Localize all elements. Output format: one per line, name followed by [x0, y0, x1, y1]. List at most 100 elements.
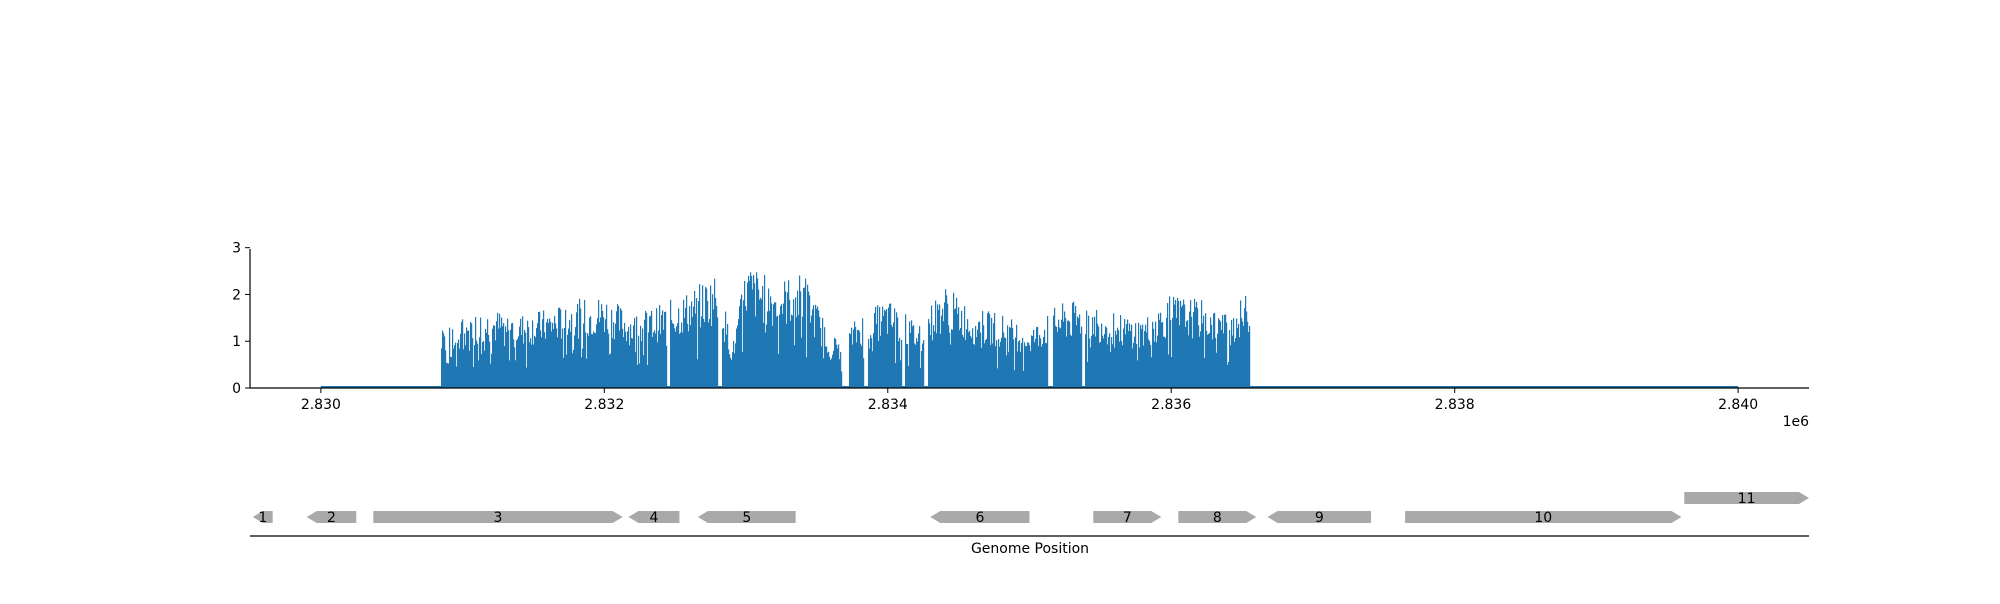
coverage-bar	[1019, 340, 1021, 388]
coverage-bar	[525, 332, 527, 388]
coverage-bar	[752, 289, 754, 388]
coverage-bar	[1069, 321, 1071, 388]
coverage-bar	[852, 344, 854, 388]
coverage-bar	[739, 306, 741, 388]
x-tick-label: 2.830	[301, 397, 341, 413]
coverage-bar	[833, 350, 835, 388]
coverage-bar	[886, 309, 888, 388]
coverage-bar	[487, 319, 489, 388]
coverage-bar	[1198, 325, 1200, 388]
coverage-bar	[1101, 323, 1103, 388]
coverage-bar	[1124, 319, 1126, 388]
coverage-bar	[969, 330, 971, 388]
coverage-bar	[877, 305, 879, 388]
coverage-bar	[915, 344, 917, 388]
coverage-bar	[1131, 324, 1133, 388]
coverage-bar	[1161, 322, 1163, 388]
coverage-bar	[958, 307, 960, 388]
coverage-bar	[870, 335, 872, 388]
coverage-bar	[710, 285, 712, 388]
coverage-bar	[820, 328, 822, 388]
coverage-bar	[920, 368, 922, 388]
coverage-bar	[573, 349, 575, 388]
coverage-bar	[1167, 303, 1169, 388]
coverage-bar	[881, 321, 883, 388]
coverage-bar	[502, 326, 504, 388]
coverage-bar	[857, 329, 859, 388]
coverage-bar	[611, 309, 613, 388]
coverage-bar	[1160, 312, 1162, 388]
coverage-bar	[985, 340, 987, 388]
coverage-bar	[1191, 316, 1193, 388]
coverage-bar	[855, 327, 857, 388]
coverage-bar	[1177, 297, 1179, 388]
coverage-bar	[971, 337, 973, 388]
coverage-bar	[1216, 352, 1218, 388]
gene-arrow	[1684, 492, 1809, 504]
coverage-bar	[591, 334, 593, 388]
coverage-bar	[1072, 303, 1074, 388]
coverage-bar	[767, 311, 769, 388]
x-tick-label: 2.834	[868, 397, 908, 413]
coverage-bar	[559, 307, 561, 388]
coverage-bar	[503, 323, 505, 388]
coverage-bar	[1150, 345, 1152, 388]
coverage-bar	[537, 323, 539, 388]
coverage-bar	[1199, 336, 1201, 388]
coverage-bar	[572, 353, 574, 388]
coverage-bar	[462, 319, 464, 388]
coverage-bar	[473, 367, 475, 388]
coverage-bar	[1138, 322, 1140, 388]
coverage-bar	[1097, 323, 1099, 388]
coverage-bar	[676, 326, 678, 388]
coverage-bar	[602, 311, 604, 388]
coverage-plot: 2.830 2.832 2.834 2.836 2.838 2.840 0 1 2 3 1e6	[232, 241, 1809, 430]
coverage-bar	[1067, 320, 1069, 388]
coverage-bar	[1133, 342, 1135, 388]
coverage-bar	[1108, 336, 1110, 388]
coverage-bar	[445, 350, 447, 388]
coverage-bar	[1081, 326, 1083, 388]
coverage-bar	[549, 318, 551, 388]
coverage-bar	[644, 319, 646, 388]
coverage-bar	[657, 342, 659, 388]
coverage-bar	[944, 302, 946, 388]
coverage-bar	[1054, 307, 1056, 388]
coverage-bar	[1089, 338, 1091, 388]
coverage-bar	[964, 306, 966, 388]
coverage-bar	[729, 354, 731, 388]
coverage-bar	[733, 340, 735, 388]
coverage-bar	[766, 324, 768, 388]
coverage-bar	[678, 308, 680, 388]
gene-arrow	[628, 511, 680, 523]
coverage-bar	[702, 285, 704, 388]
coverage-bar	[613, 322, 615, 388]
coverage-bar	[787, 292, 789, 388]
coverage-bar	[983, 325, 985, 388]
coverage-bar	[687, 323, 689, 388]
coverage-bar	[619, 330, 621, 388]
coverage-bar	[1115, 330, 1117, 388]
coverage-bar	[706, 288, 708, 388]
coverage-bar	[948, 325, 950, 388]
coverage-bar	[1065, 318, 1067, 388]
coverage-bar	[1032, 336, 1034, 388]
coverage-bar	[659, 305, 661, 388]
coverage-bar	[1096, 310, 1098, 388]
coverage-bar	[578, 338, 580, 388]
coverage-bar	[541, 337, 543, 388]
coverage-bar	[1055, 325, 1057, 388]
coverage-bar	[1007, 325, 1009, 388]
coverage-bar	[577, 304, 579, 388]
coverage-bar	[543, 310, 545, 388]
coverage-bar	[471, 323, 473, 388]
coverage-bar	[1204, 358, 1206, 388]
coverage-bar	[829, 356, 831, 388]
coverage-ticks: 2.830 2.832 2.834 2.836 2.838 2.840 0 1 2 3	[232, 241, 1758, 413]
coverage-bar	[745, 306, 747, 388]
coverage-bar	[875, 306, 877, 388]
coverage-bar	[441, 348, 443, 388]
coverage-bar	[490, 363, 492, 388]
coverage-bar	[957, 314, 959, 388]
coverage-bar	[587, 333, 589, 388]
